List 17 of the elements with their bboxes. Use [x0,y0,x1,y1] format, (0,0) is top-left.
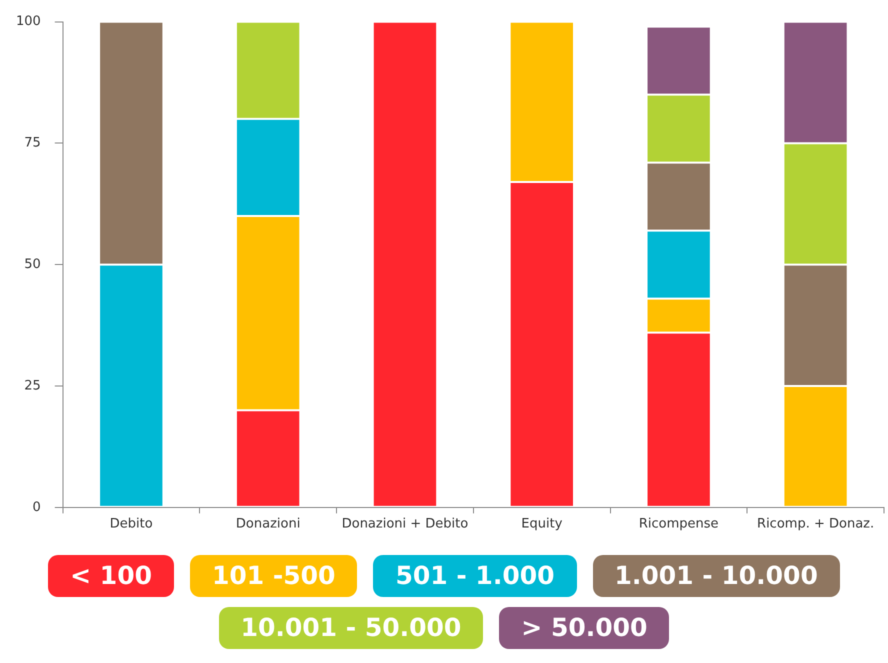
text: 501 - 1.000 [395,561,554,590]
y-tick-label: 75 [24,136,41,151]
y-tick-label: 100 [16,14,41,30]
text: 10.001 - 50.000 [240,613,462,642]
text: < 100 [70,561,152,590]
x-tick-label: Debito [110,516,153,532]
x-tick-label: Equity [521,516,563,532]
text: 1.001 - 10.000 [614,561,818,590]
y-tick-label: 25 [24,378,41,394]
y-tick-label: 50 [24,256,41,272]
x-tick-label: Donazioni + Debito [342,516,468,532]
x-tick-label: Ricomp. + Donaz. [757,516,874,532]
x-tick-label: Ricompense [638,516,719,532]
text: 101 -500 [212,561,336,590]
text: > 50.000 [521,613,648,642]
x-tick-label: Donazioni [236,516,300,532]
y-tick-label: 0 [32,500,41,515]
